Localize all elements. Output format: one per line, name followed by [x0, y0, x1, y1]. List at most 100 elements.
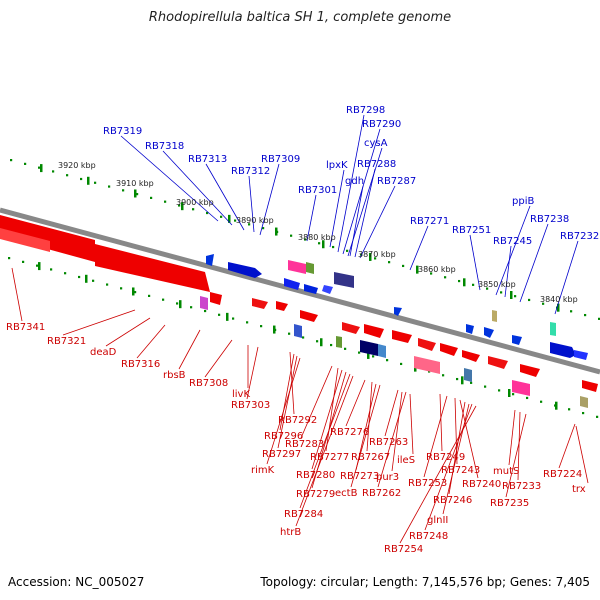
- gene-feature: [336, 336, 342, 348]
- gene-feature: [550, 322, 556, 336]
- reverse-leader-line: [508, 409, 516, 466]
- reverse-gene-label: RB7235: [490, 498, 529, 509]
- forward-leader-line: [248, 175, 255, 233]
- forward-gene-label: RB7288: [357, 159, 396, 170]
- reverse-gene-label: RB7246: [433, 495, 472, 506]
- reverse-gene-label: RB7316: [121, 359, 160, 370]
- gene-feature: [294, 324, 302, 338]
- reverse-gene-label: RB7296: [264, 431, 303, 442]
- forward-gene-label: RB7232: [560, 231, 599, 242]
- inner-tick-dot: [190, 306, 193, 309]
- inner-tick-track: [8, 257, 599, 418]
- outer-tick-dot: [24, 162, 27, 165]
- outer-tick-dot: [346, 249, 349, 252]
- reverse-leader-line: [350, 384, 381, 488]
- gene-feature: [322, 285, 333, 294]
- inner-tick-dot: [92, 279, 95, 282]
- inner-tick-major-tick: [132, 287, 135, 296]
- tick-label: 3840 kbp: [540, 295, 578, 304]
- outer-tick-dot: [262, 227, 265, 230]
- reverse-gene-label: RB7276: [330, 427, 369, 438]
- inner-tick-major-tick: [179, 300, 182, 309]
- inner-tick-dot: [204, 309, 207, 313]
- reverse-leader-line: [575, 425, 589, 484]
- reverse-leader-line: [355, 383, 377, 471]
- label-leader-lines: [11, 114, 589, 544]
- outer-tick-dot: [584, 313, 587, 317]
- outer-tick-dot: [66, 174, 69, 177]
- tick-labels: 3920 kbp 3910 kbp 3900 kbp 3890 kbp 3880 kbp…: [58, 161, 578, 304]
- inner-tick-dot: [120, 287, 123, 290]
- outer-tick-track: [10, 159, 600, 320]
- outer-tick-major-tick: [275, 227, 278, 236]
- gene-feature: [492, 310, 497, 322]
- gene-feature: [392, 330, 412, 343]
- gene-feature: [210, 292, 222, 305]
- outer-tick-dot: [304, 238, 307, 241]
- outer-tick-dot: [192, 208, 195, 211]
- inner-tick-dot: [162, 298, 165, 301]
- gene-feature: [252, 298, 268, 309]
- forward-leader-line: [519, 223, 549, 303]
- gene-feature: [360, 340, 378, 356]
- forward-leader-line: [495, 205, 531, 296]
- inner-tick-major-tick: [555, 401, 558, 410]
- inner-tick-dot: [22, 260, 25, 263]
- inner-tick-dot: [582, 411, 585, 415]
- reverse-leader-line: [345, 379, 366, 427]
- inner-tick-major-tick: [461, 376, 464, 385]
- inner-tick-major-tick: [367, 350, 370, 359]
- tick-label: 3890 kbp: [236, 216, 274, 225]
- reverse-gene-label: RB7233: [502, 481, 541, 492]
- inner-tick-dot: [372, 355, 375, 358]
- forward-gene-label: RB7271: [410, 216, 449, 227]
- reverse-gene-label: trx: [572, 484, 586, 495]
- forward-leader-line: [349, 185, 364, 257]
- gene-feature: [484, 327, 494, 338]
- reverse-leader-line: [391, 391, 403, 472]
- reverse-leader-line: [11, 267, 23, 322]
- forward-gene-label: RB7287: [377, 176, 416, 187]
- tick-label: 3850 kbp: [478, 280, 516, 289]
- reverse-leader-line: [266, 357, 301, 465]
- inner-tick-major-tick: [273, 325, 276, 334]
- reverse-gene-label: RB7341: [6, 322, 45, 333]
- reverse-gene-label: RB7267: [351, 452, 390, 463]
- outer-tick-dot: [220, 215, 223, 218]
- inner-tick-dot: [78, 275, 81, 279]
- reverse-gene-label: htrB: [280, 527, 301, 538]
- outer-tick-major-tick: [369, 252, 372, 261]
- reverse-leader-line: [366, 381, 373, 452]
- reverse-leader-line: [299, 373, 351, 509]
- gene-feature: [95, 244, 210, 292]
- inner-tick-dot: [50, 268, 53, 271]
- reverse-leader-line: [295, 375, 354, 527]
- reverse-leader-line: [399, 405, 477, 544]
- gene-feature: [228, 262, 262, 278]
- reverse-gene-label: RB7284: [284, 509, 323, 520]
- outer-tick-dot: [486, 287, 489, 290]
- outer-tick-dot: [570, 310, 573, 313]
- outer-tick-dot: [164, 200, 167, 203]
- outer-tick-major-tick: [463, 278, 466, 287]
- gene-feature: [488, 356, 508, 369]
- forward-gene-label: RB7319: [103, 126, 142, 137]
- outer-tick-major-tick: [322, 240, 325, 249]
- reverse-gene-label: RB7273: [340, 471, 379, 482]
- outer-tick-dot: [206, 211, 209, 215]
- inner-tick-dot: [330, 343, 333, 347]
- reverse-gene-label: livK: [232, 389, 250, 400]
- inner-tick-dot: [260, 325, 263, 328]
- gene-feature: [512, 380, 530, 396]
- reverse-leader-line: [377, 391, 407, 488]
- gene-feature: [464, 368, 472, 382]
- outer-tick-dot: [248, 223, 251, 226]
- reverse-gene-label: RB7292: [278, 415, 317, 426]
- forward-gene-label: RB7301: [298, 185, 337, 196]
- genome-title: Rhodopirellula baltica SH 1, complete ge…: [148, 10, 452, 25]
- forward-leader-line: [205, 163, 245, 231]
- gene-feature: [440, 343, 458, 356]
- gene-feature: [304, 284, 318, 294]
- reverse-leader-line: [442, 403, 470, 515]
